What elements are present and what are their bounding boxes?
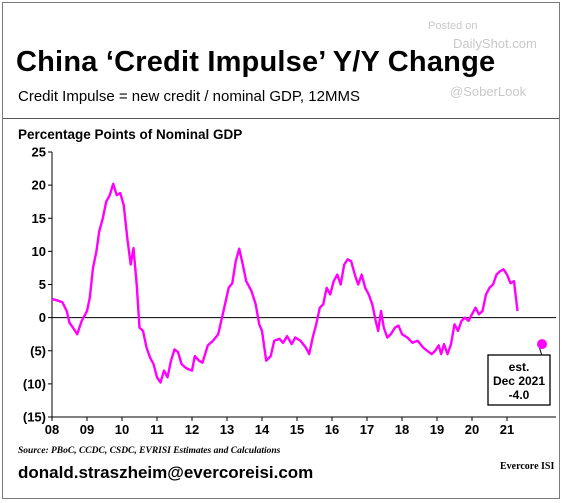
chart-frame — [2, 2, 560, 499]
watermark-posted-on: Posted on — [428, 20, 478, 32]
y-tick-label-0: 25 — [32, 145, 46, 160]
estimate-callout-line2: Dec 2021 — [493, 374, 545, 388]
source-note: Source: PBoC, CCDC, CSDC, EVRISI Estimat… — [18, 446, 281, 456]
estimate-point — [537, 339, 547, 350]
y-axis: 25 20 15 10 5 0 (5) (10) (15) — [23, 145, 52, 425]
chart-subtitle: Credit Impulse = new credit / nominal GD… — [18, 88, 360, 105]
header-divider — [3, 118, 559, 119]
x-tick-label-0: 08 — [45, 422, 59, 437]
x-tick-label-10: 18 — [395, 422, 409, 437]
estimate-callout-box — [487, 354, 551, 406]
watermark-handle: @SoberLook — [450, 84, 527, 99]
x-tick-label-3: 11 — [150, 422, 164, 437]
x-tick-label-11: 19 — [430, 422, 444, 437]
y-tick-label-7: (10) — [23, 376, 46, 391]
y-tick-label-3: 10 — [32, 244, 46, 259]
estimate-callout-line1: est. — [509, 360, 530, 374]
series-line — [51, 182, 519, 384]
x-tick-label-12: 20 — [465, 422, 479, 437]
chart-title: China ‘Credit Impulse’ Y/Y Change — [16, 46, 496, 78]
y-tick-label-8: (15) — [23, 410, 46, 425]
x-tick-label-5: 13 — [220, 422, 234, 437]
x-tick-label-7: 15 — [290, 422, 304, 437]
y-tick-label-6: (5) — [30, 343, 46, 358]
y-tick-label-2: 15 — [32, 211, 46, 226]
estimate-callout-line3: -4.0 — [509, 388, 530, 402]
x-tick-label-6: 14 — [255, 422, 270, 437]
x-axis: 08 09 10 11 12 13 14 15 16 17 18 19 20 21 — [45, 417, 514, 437]
watermark-site: DailyShot.com — [453, 36, 537, 51]
y-tick-label-1: 20 — [32, 178, 46, 193]
author-email[interactable]: donald.straszheim@evercoreisi.com — [18, 463, 314, 482]
x-tick-label-1: 09 — [80, 422, 94, 437]
x-tick-label-4: 12 — [185, 422, 199, 437]
y-tick-label-4: 5 — [39, 277, 46, 292]
x-tick-label-2: 10 — [115, 422, 129, 437]
x-tick-label-13: 21 — [500, 422, 514, 437]
y-tick-label-5: 0 — [39, 310, 46, 325]
x-tick-label-9: 17 — [360, 422, 374, 437]
y-axis-label: Percentage Points of Nominal GDP — [18, 127, 243, 142]
x-tick-label-8: 16 — [325, 422, 339, 437]
evercore-logo: Evercore ISI — [500, 461, 555, 472]
